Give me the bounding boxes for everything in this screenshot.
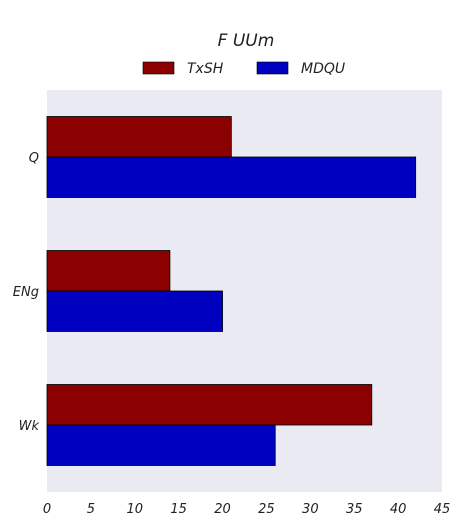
legend-label-mdqu: MDQU xyxy=(301,61,345,77)
x-tick-label: 20 xyxy=(214,502,231,517)
x-tick-label: 40 xyxy=(390,502,407,517)
bar-txsh-q xyxy=(47,117,231,158)
bar-txsh-wk xyxy=(47,385,372,426)
y-axis: Q ENg Wk xyxy=(13,151,40,434)
chart-title: F UUm xyxy=(218,31,275,51)
x-tick-label: 25 xyxy=(258,502,275,517)
y-tick-label: ENg xyxy=(13,285,39,300)
x-tick-label: 15 xyxy=(170,502,187,517)
x-tick-label: 5 xyxy=(87,502,95,517)
x-tick-label: 30 xyxy=(302,502,319,517)
legend-swatch-txsh xyxy=(143,62,174,74)
bar-mdqu-wk xyxy=(47,425,275,466)
legend: TxSH MDQU xyxy=(143,61,345,77)
y-tick-label: Wk xyxy=(19,419,40,434)
bar-mdqu-q xyxy=(47,157,416,198)
x-tick-label: 35 xyxy=(346,502,363,517)
x-tick-label: 0 xyxy=(43,502,51,517)
bar-mdqu-eng xyxy=(47,291,223,332)
x-tick-label: 45 xyxy=(434,502,451,517)
legend-swatch-mdqu xyxy=(257,62,288,74)
y-tick-label: Q xyxy=(29,151,39,166)
legend-label-txsh: TxSH xyxy=(187,61,224,77)
x-axis: 0 5 10 15 20 25 30 35 40 45 xyxy=(43,502,450,517)
x-tick-label: 10 xyxy=(127,502,144,517)
bar-txsh-eng xyxy=(47,251,170,292)
